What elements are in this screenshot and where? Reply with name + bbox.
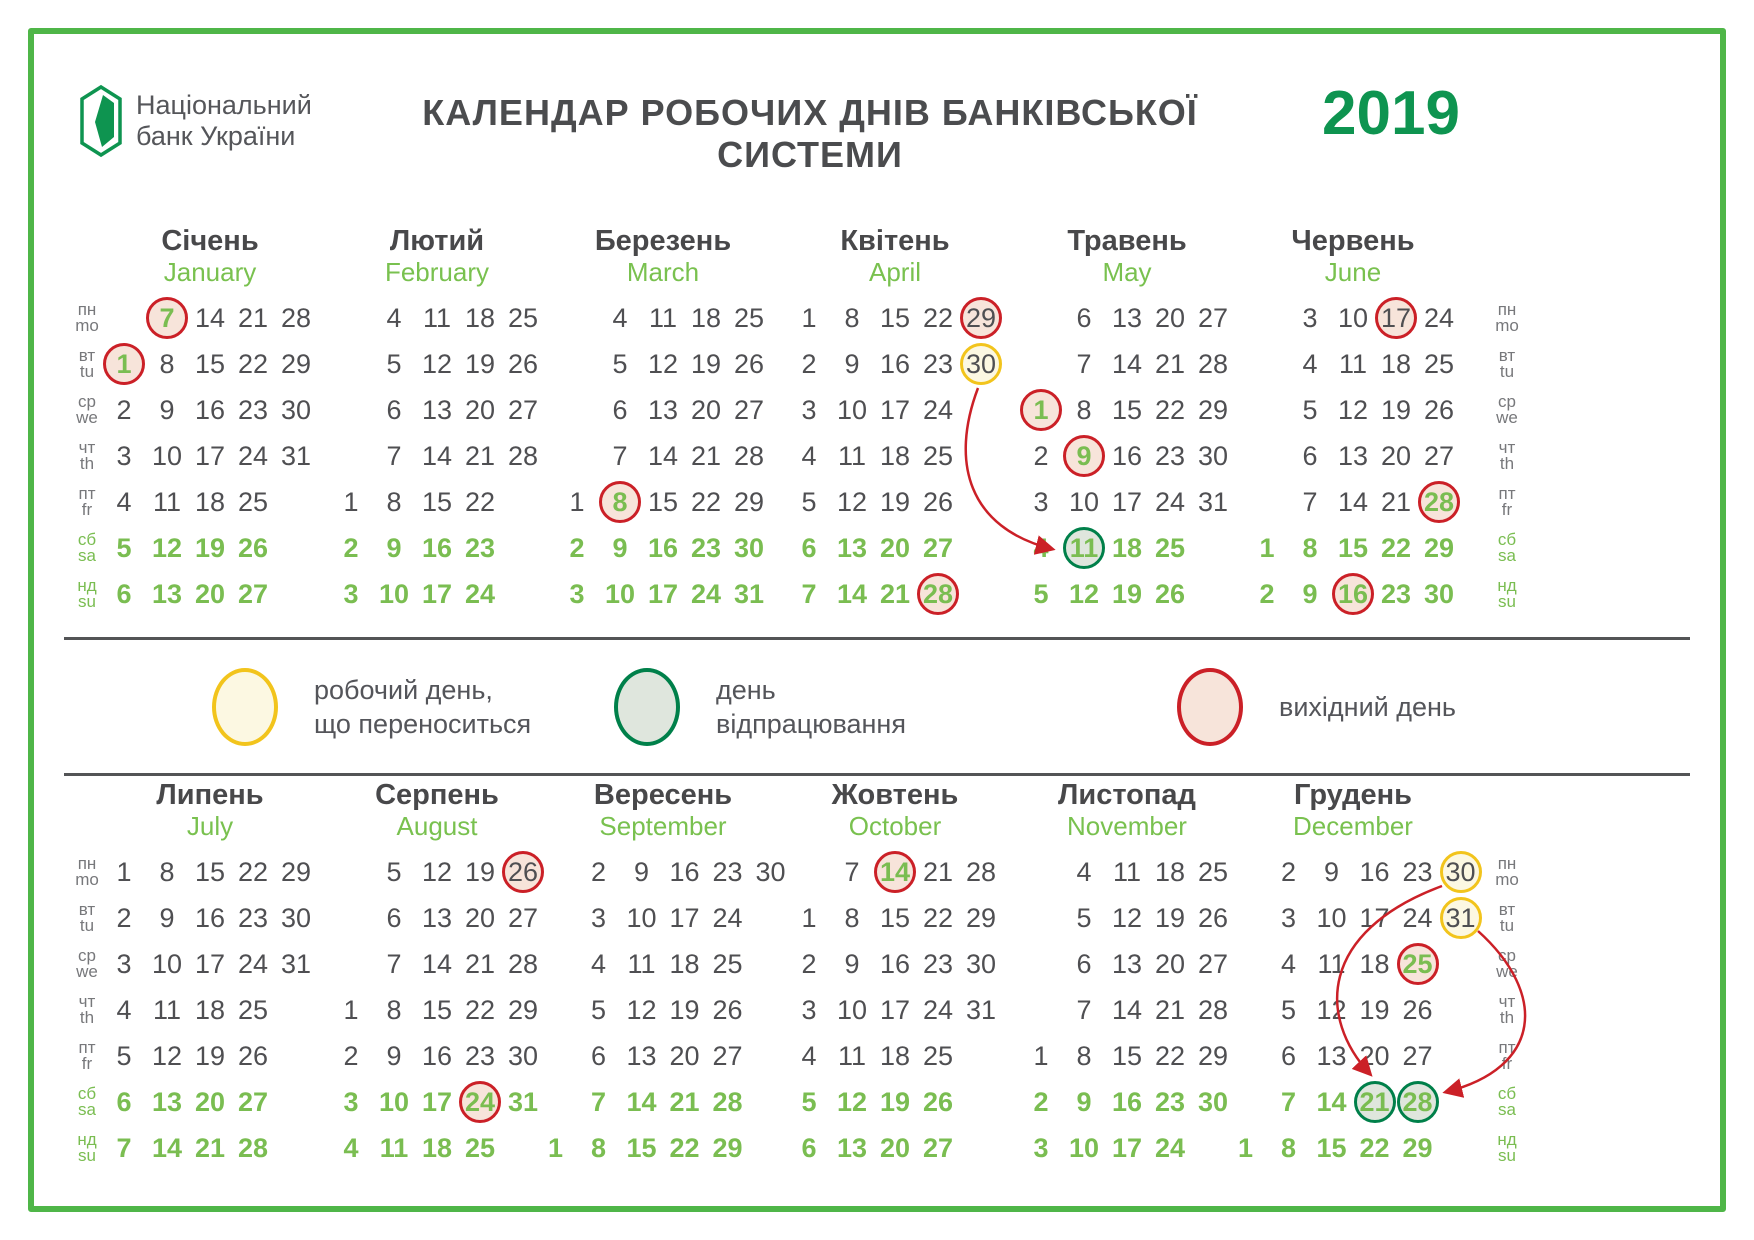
page-title: КАЛЕНДАР РОБОЧИХ ДНІВ БАНКІВСЬКОЇ СИСТЕМ…	[422, 92, 1198, 175]
bank-name-line2: банк України	[136, 121, 296, 151]
legend-item-moved: робочий день, що переноситься	[212, 640, 531, 773]
nbu-logo: Національний банк України	[78, 84, 312, 158]
bank-name-line1: Національний	[136, 90, 312, 120]
page-border-frame	[28, 28, 1726, 1212]
legend-label-workoff: день відпрацювання	[716, 673, 906, 741]
legend-label-dayoff: вихідний день	[1279, 690, 1456, 724]
legend-label-workoff-line2: відпрацювання	[716, 708, 906, 739]
workoff-day-circle-icon	[614, 667, 680, 746]
legend: робочий день, що переноситься день відпр…	[64, 637, 1690, 776]
legend-label-workoff-line1: день	[716, 674, 776, 705]
legend-label-dayoff-line1: вихідний день	[1279, 691, 1457, 722]
legend-label-moved-line1: робочий день,	[314, 674, 493, 705]
legend-item-dayoff: вихідний день	[1177, 640, 1456, 773]
dayoff-day-circle-icon	[1177, 667, 1243, 746]
moved-day-circle-icon	[212, 667, 278, 746]
legend-item-workoff: день відпрацювання	[614, 640, 906, 773]
legend-label-moved: робочий день, що переноситься	[314, 673, 531, 741]
bank-name: Національний банк України	[136, 90, 312, 152]
year-label: 2019	[1322, 79, 1460, 148]
legend-label-moved-line2: що переноситься	[314, 708, 532, 739]
nbu-logo-icon	[80, 84, 122, 158]
